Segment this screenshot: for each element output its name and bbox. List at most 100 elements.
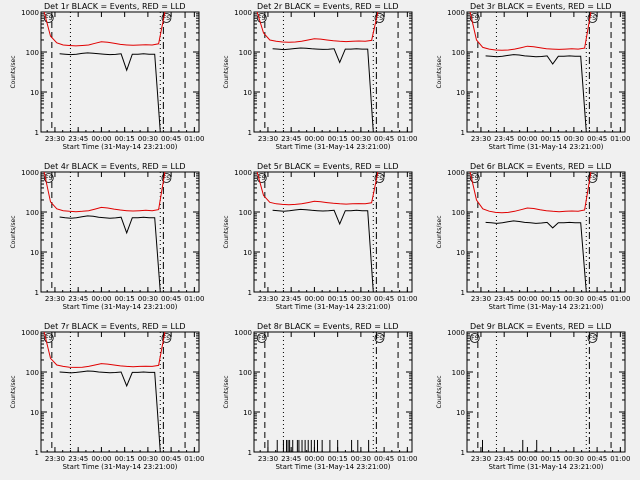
x-tick-label: 00:30	[138, 295, 158, 303]
y-tick-label: 1000	[447, 9, 465, 17]
lld-series-line	[469, 171, 592, 214]
x-tick-label: 00:45	[161, 135, 181, 143]
region-label: FS	[45, 335, 52, 342]
y-tick-label: 100	[239, 369, 252, 377]
x-tick-label: 00:45	[374, 295, 394, 303]
x-axis-label: Start Time (31-May-14 23:21:00)	[488, 143, 603, 151]
x-tick-label: 00:30	[351, 295, 371, 303]
y-axis-label: Counts/sec	[436, 375, 443, 408]
region-label: FS	[45, 175, 52, 182]
region-label: FS	[589, 15, 596, 22]
x-axis-label: Start Time (31-May-14 23:21:00)	[275, 303, 390, 311]
chart-panel-1: Det 1r BLACK = Events, RED = LLD 1 10 100 10…	[10, 2, 204, 151]
x-tick-label: 23:45	[494, 455, 514, 463]
y-axis-label: Counts/sec	[436, 55, 443, 88]
x-tick-label: 23:45	[494, 295, 514, 303]
y-tick-label: 1	[461, 129, 465, 137]
chart-panel-4: Det 4r BLACK = Events, RED = LLD 1 10 100 10…	[10, 162, 204, 311]
x-tick-label: 00:30	[564, 455, 584, 463]
x-tick-label: 00:15	[328, 295, 348, 303]
x-tick-label: 00:15	[328, 135, 348, 143]
x-axis-label: Start Time (31-May-14 23:21:00)	[488, 463, 603, 471]
x-tick-label: 23:45	[68, 135, 88, 143]
y-tick-label: 1000	[21, 329, 39, 337]
x-tick-label: 01:00	[397, 455, 417, 463]
y-tick-label: 100	[452, 369, 465, 377]
y-tick-label: 1	[248, 289, 252, 297]
x-tick-label: 00:30	[564, 135, 584, 143]
x-tick-label: 01:00	[610, 455, 630, 463]
x-tick-label: 23:30	[45, 455, 65, 463]
x-tick-label: 00:15	[115, 135, 135, 143]
x-tick-label: 01:00	[397, 135, 417, 143]
y-tick-label: 1	[35, 289, 39, 297]
chart-title: Det 8r BLACK = Events, RED = LLD	[257, 322, 399, 331]
x-tick-label: 23:30	[45, 135, 65, 143]
x-tick-label: 23:30	[471, 295, 491, 303]
region-marker-circle	[469, 13, 480, 23]
chart-panel-7: Det 7r BLACK = Events, RED = LLD 1 10 100 10…	[10, 322, 204, 471]
y-tick-label: 1	[461, 449, 465, 457]
x-tick-label: 23:30	[258, 295, 278, 303]
region-label: FS	[471, 335, 478, 342]
y-tick-label: 1000	[21, 169, 39, 177]
region-marker-circle	[43, 13, 54, 23]
events-series-line	[59, 52, 161, 133]
y-tick-label: 1000	[447, 329, 465, 337]
y-tick-label: 1	[35, 129, 39, 137]
region-marker-circle	[469, 173, 480, 183]
x-tick-label: 00:30	[138, 135, 158, 143]
y-axis-label: Counts/sec	[223, 375, 230, 408]
plot-frame	[466, 11, 626, 133]
x-tick-label: 00:00	[91, 295, 111, 303]
chart-title: Det 7r BLACK = Events, RED = LLD	[44, 322, 186, 331]
events-series-line	[272, 208, 374, 293]
region-label: FS	[376, 15, 383, 22]
chart-panel-8: Det 8r BLACK = Events, RED = LLD 1 10 100 10…	[223, 322, 417, 471]
x-tick-label: 23:30	[258, 135, 278, 143]
x-tick-label: 01:00	[397, 295, 417, 303]
region-label: FS	[163, 335, 170, 342]
region-marker-circle	[43, 173, 54, 183]
x-tick-label: 01:00	[184, 135, 204, 143]
events-series-line	[272, 47, 374, 133]
x-tick-label: 00:45	[161, 295, 181, 303]
region-label: FS	[376, 175, 383, 182]
chart-panel-6: Det 6r BLACK = Events, RED = LLD 1 10 100 10…	[436, 162, 630, 311]
lld-series-line	[43, 331, 166, 368]
x-tick-label: 01:00	[184, 455, 204, 463]
x-axis-label: Start Time (31-May-14 23:21:00)	[62, 143, 177, 151]
region-label: FS	[258, 15, 265, 22]
events-series-line	[59, 215, 161, 293]
x-tick-label: 01:00	[184, 295, 204, 303]
y-tick-label: 1	[248, 449, 252, 457]
y-tick-label: 10	[30, 409, 39, 417]
y-tick-label: 100	[26, 49, 39, 57]
chart-title: Det 6r BLACK = Events, RED = LLD	[470, 162, 612, 171]
chart-panel-9: Det 9r BLACK = Events, RED = LLD 1 10 100 10…	[436, 322, 630, 471]
x-tick-label: 00:45	[587, 455, 607, 463]
events-series-line	[485, 220, 587, 293]
x-tick-label: 00:45	[374, 135, 394, 143]
y-tick-label: 10	[243, 89, 252, 97]
x-tick-label: 01:00	[610, 135, 630, 143]
y-tick-label: 100	[452, 209, 465, 217]
chart-title: Det 5r BLACK = Events, RED = LLD	[257, 162, 399, 171]
x-tick-label: 00:15	[115, 295, 135, 303]
plot-frame	[466, 331, 626, 453]
x-tick-label: 00:00	[91, 455, 111, 463]
x-tick-label: 00:30	[351, 455, 371, 463]
region-marker-circle	[256, 333, 267, 343]
y-tick-label: 10	[456, 89, 465, 97]
y-tick-label: 100	[239, 49, 252, 57]
x-tick-label: 23:45	[68, 295, 88, 303]
region-marker-circle	[161, 333, 172, 343]
y-tick-label: 1000	[234, 329, 252, 337]
x-axis-label: Start Time (31-May-14 23:21:00)	[62, 463, 177, 471]
region-label: FS	[471, 175, 478, 182]
x-tick-label: 00:30	[564, 295, 584, 303]
x-tick-label: 00:15	[541, 135, 561, 143]
region-label: FS	[258, 175, 265, 182]
events-series-line	[59, 370, 161, 453]
region-marker-circle	[374, 333, 385, 343]
